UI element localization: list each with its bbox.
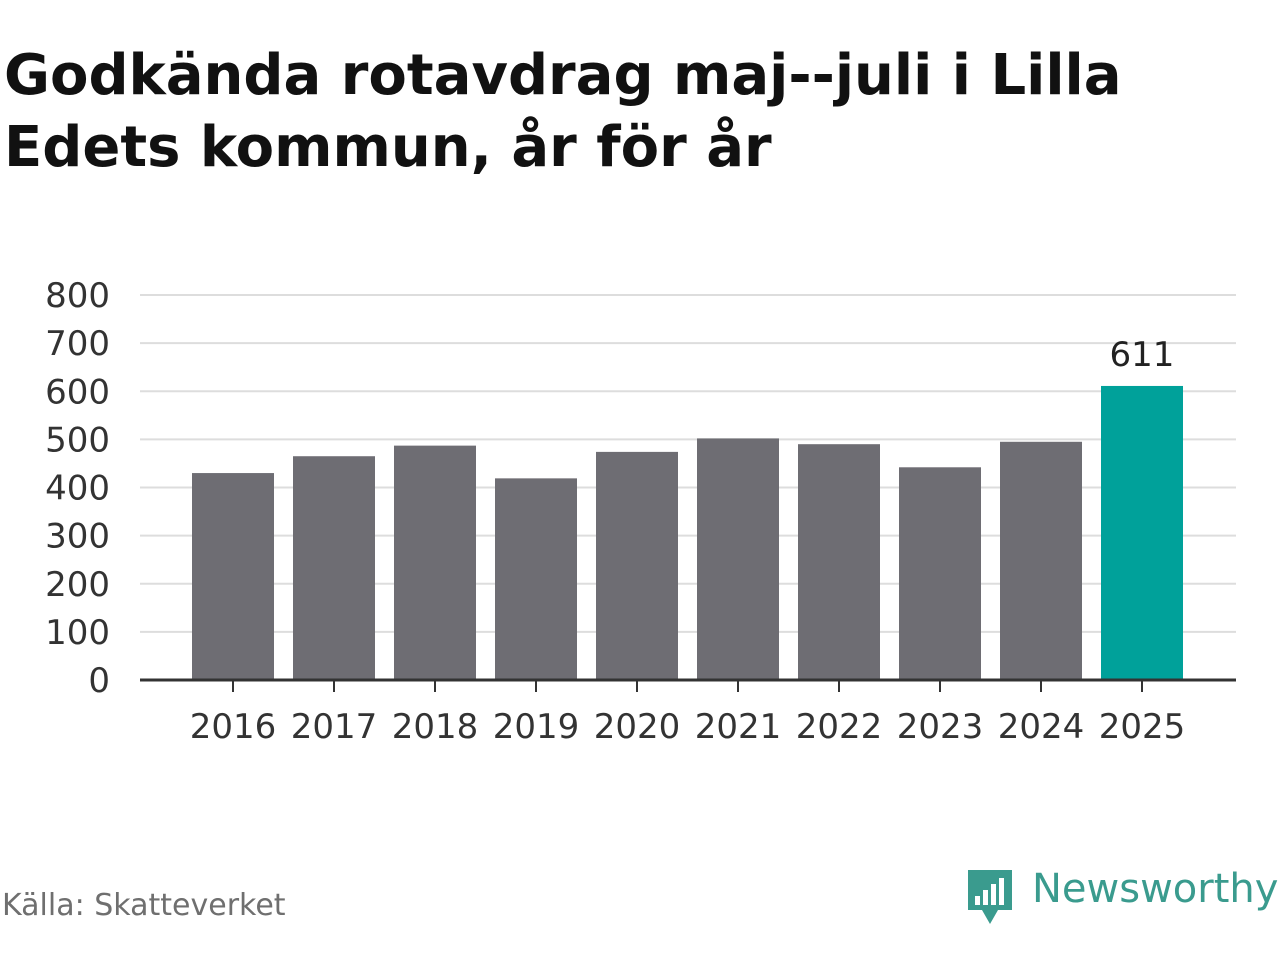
- y-tick-label: 600: [45, 372, 110, 412]
- chart-title: Godkända rotavdrag maj--juli i Lilla Ede…: [4, 43, 1122, 180]
- bar: [798, 444, 880, 680]
- bar: [495, 478, 577, 680]
- x-tick-label: 2024: [998, 707, 1085, 747]
- y-tick-label: 700: [45, 324, 110, 364]
- data-labels: 611: [1110, 335, 1175, 375]
- x-tick-label: 2018: [392, 707, 479, 747]
- data-label: 611: [1110, 335, 1175, 375]
- x-tick-label: 2019: [493, 707, 580, 747]
- x-tick-label: 2023: [897, 707, 984, 747]
- bar: [697, 438, 779, 680]
- y-tick-label: 400: [45, 469, 110, 509]
- source-note: Källa: Skatteverket: [2, 888, 286, 923]
- x-tick-label: 2025: [1099, 707, 1186, 747]
- x-tick-label: 2022: [796, 707, 883, 747]
- y-axis-ticks: 0 100 200 300 400 500 600 700 800: [45, 276, 110, 701]
- x-tick-label: 2020: [594, 707, 681, 747]
- bar: [192, 473, 274, 680]
- newsworthy-logo-icon: [968, 870, 1012, 924]
- bar: [1101, 385, 1183, 680]
- y-tick-label: 0: [88, 661, 110, 701]
- y-tick-label: 100: [45, 613, 110, 653]
- bar: [899, 467, 981, 680]
- x-tick-label: 2016: [190, 707, 277, 747]
- brand-name: Newsworthy: [1032, 866, 1279, 912]
- bar: [394, 445, 476, 680]
- x-axis: 2016 2017 2018 2019 2020 2021 2022 2023 2024 2025: [140, 678, 1236, 747]
- bar: [596, 451, 678, 680]
- y-tick-label: 300: [45, 517, 110, 557]
- bar: [1000, 441, 1082, 680]
- y-tick-label: 200: [45, 565, 110, 605]
- x-tick-label: 2021: [695, 707, 782, 747]
- x-tick-label: 2017: [291, 707, 378, 747]
- bars: [192, 385, 1183, 680]
- y-tick-label: 500: [45, 420, 110, 460]
- y-tick-label: 800: [45, 276, 110, 316]
- bar: [293, 456, 375, 680]
